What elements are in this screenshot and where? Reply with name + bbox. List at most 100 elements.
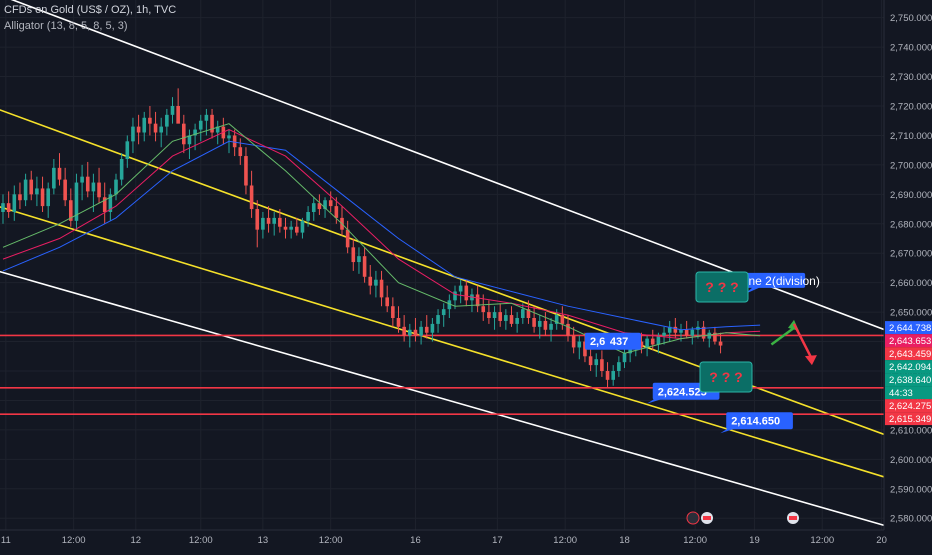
- candle-body: [549, 323, 553, 330]
- candle-body: [464, 285, 469, 301]
- annotation-mid-bg: [584, 332, 641, 350]
- chart-title: CFDs on Gold (US$ / OZ), 1h, TVC: [4, 4, 177, 16]
- price-tick-label: 2,730.000: [890, 72, 932, 83]
- candle-body: [656, 335, 661, 345]
- price-tag-bg: [885, 334, 932, 348]
- candle-body: [311, 203, 316, 212]
- candle-body: [713, 332, 717, 342]
- time-tick-label: 16: [410, 535, 421, 546]
- candle-body: [554, 315, 559, 324]
- candle-body: [63, 179, 67, 201]
- arrow-down-line: [792, 323, 813, 358]
- time-axis: 11 12:00 12 12:00 13 12:00 16 17 12:00 18 12:00 19 1…: [0, 511, 887, 546]
- candle-body: [306, 212, 310, 221]
- candle-body: [419, 326, 423, 336]
- time-tick-label: 12:00: [553, 535, 577, 546]
- candle-body: [176, 106, 180, 124]
- grid: [0, 0, 884, 530]
- channel-lines[interactable]: [0, 0, 932, 527]
- candle-body: [125, 141, 130, 159]
- candle-body: [605, 371, 610, 380]
- indicator-label: Alligator (13, 8, 5, 8, 5, 3): [4, 20, 128, 32]
- annotations[interactable]: 2,624.525 2,614.650 2,6 437 line 2(division)…: [584, 271, 820, 434]
- candle-body: [650, 338, 655, 345]
- candle-body: [588, 356, 593, 366]
- price-tick-label: 2,660.000: [890, 278, 932, 289]
- price-tick-label: 2,580.000: [890, 514, 932, 525]
- candle-body: [165, 114, 169, 127]
- arrow-down-icon: [804, 355, 817, 366]
- candle-body: [40, 188, 45, 207]
- price-tag-bg: [885, 386, 932, 400]
- candle-body: [611, 371, 615, 380]
- price-tick-label: 2,680.000: [890, 219, 932, 230]
- candle-body: [114, 179, 118, 195]
- candle-body: [295, 226, 299, 233]
- candle-body: [182, 123, 186, 145]
- price-axis-bg: [884, 0, 932, 550]
- time-tick-label: 12: [130, 535, 141, 546]
- time-tick-label: 20: [876, 535, 887, 546]
- candle-body: [52, 167, 56, 189]
- alligator-jaw-line: [2, 140, 761, 331]
- annotation-mid-a[interactable]: 2,6: [590, 336, 605, 348]
- candle-body: [600, 359, 604, 371]
- candle-body: [328, 200, 333, 207]
- alligator-teeth-line: [2, 129, 761, 340]
- candle-body: [187, 135, 192, 145]
- annotation-mid-b[interactable]: 437: [610, 336, 628, 348]
- price-tag-bg: [885, 412, 932, 426]
- channel-line-inner-upper[interactable]: [0, 109, 932, 495]
- candle-body: [170, 106, 175, 115]
- candle-body: [300, 220, 305, 233]
- candle-body: [283, 226, 288, 230]
- candle-body: [458, 285, 463, 292]
- candle-body: [679, 329, 683, 333]
- candle-body: [142, 117, 147, 133]
- candle-body: [577, 341, 582, 348]
- channel-line-lower[interactable]: [0, 270, 890, 527]
- lightning-icon: [686, 511, 700, 525]
- price-tick-label: 2,670.000: [890, 249, 932, 260]
- price-tag-bg: [885, 373, 932, 387]
- annotation-low-2-pointer: [720, 428, 737, 434]
- price-tag: 2,615.349: [889, 414, 931, 425]
- candle-body: [487, 312, 491, 318]
- time-tick-label: 13: [258, 535, 269, 546]
- candle-body: [673, 326, 678, 333]
- division-label[interactable]: line 2(division): [743, 274, 820, 288]
- candle-body: [91, 182, 96, 192]
- candle-body: [441, 309, 446, 316]
- price-tag: 2,643.459: [889, 349, 931, 360]
- price-tick-label: 2,740.000: [890, 43, 932, 54]
- candle-body: [391, 306, 395, 318]
- alligator-lips-line: [2, 123, 761, 354]
- candle-body: [667, 326, 672, 333]
- price-tick-label: 2,600.000: [890, 455, 932, 466]
- candle-body: [617, 362, 621, 371]
- candle-body: [532, 318, 536, 327]
- question-box-lower[interactable]: ? ? ?: [709, 369, 742, 385]
- candle-body: [97, 182, 101, 198]
- candle-body: [29, 179, 34, 195]
- channel-line-inner-lower[interactable]: [0, 206, 932, 527]
- annotation-low-2[interactable]: 2,614.650: [731, 416, 780, 428]
- annotation-low-1[interactable]: 2,624.525: [658, 386, 707, 398]
- candle-body: [566, 323, 570, 336]
- candle-body: [1, 203, 5, 212]
- candle-body: [543, 320, 548, 330]
- candle-body: [193, 129, 197, 136]
- candle-body: [119, 159, 124, 180]
- question-box-upper[interactable]: ? ? ?: [705, 279, 738, 295]
- time-tick-label: 12:00: [683, 535, 707, 546]
- price-tick-label: 2,690.000: [890, 190, 932, 201]
- candle-body: [509, 315, 514, 324]
- channel-line-upper[interactable]: [0, 0, 932, 392]
- time-tick-label: 12:00: [62, 535, 86, 546]
- candle-body: [244, 156, 248, 186]
- candle-body: [159, 126, 163, 133]
- candle-body: [492, 312, 497, 318]
- candle-body: [684, 329, 689, 336]
- price-tag-bg: [885, 347, 932, 361]
- candle-body: [249, 185, 254, 210]
